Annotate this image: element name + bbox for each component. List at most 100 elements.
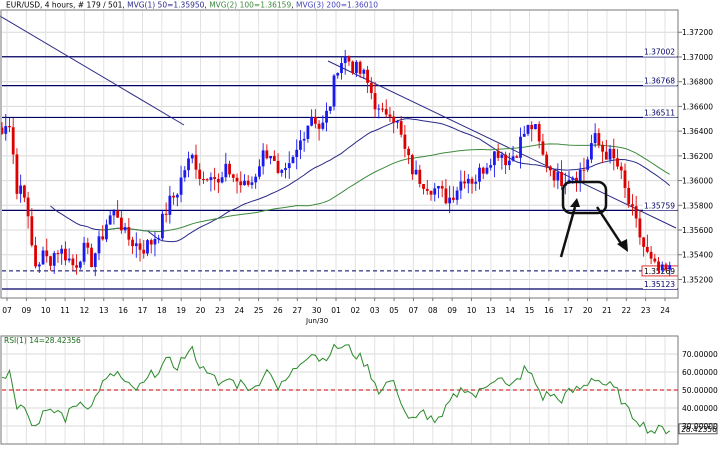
candle-body — [313, 116, 317, 124]
candle-body — [224, 163, 228, 178]
level-label: 1.37002 — [644, 48, 675, 57]
candle-body — [623, 170, 627, 188]
time-tick-label: 03 — [370, 306, 380, 315]
candle-body — [183, 170, 187, 178]
candle-body — [336, 73, 340, 76]
candle-body — [205, 179, 209, 181]
candle-body — [466, 178, 470, 184]
time-tick-label: 12 — [80, 306, 90, 315]
candle-body — [369, 82, 373, 94]
candle-body — [489, 165, 493, 168]
candle-body — [179, 177, 183, 195]
trendline-descending[interactable] — [327, 60, 677, 229]
candle-body — [347, 56, 351, 62]
candle-body — [146, 240, 149, 254]
candle-body — [15, 154, 19, 194]
candle-body — [190, 154, 194, 159]
candle-body — [653, 258, 657, 262]
rsi-current-box — [678, 423, 718, 435]
time-tick-label: 24 — [234, 306, 244, 315]
candle-body — [381, 108, 384, 110]
candle-body — [504, 154, 508, 166]
candle-body — [586, 159, 590, 170]
time-tick-label: 17 — [563, 306, 573, 315]
candle-body — [444, 188, 448, 204]
candle-body — [280, 170, 284, 173]
candle-body — [418, 169, 422, 184]
candle-body — [257, 166, 261, 177]
annotations — [559, 180, 628, 258]
candle-body — [56, 253, 60, 255]
mvg2-label: MVG(2) 100=1.36159 — [209, 1, 291, 10]
candle-body — [414, 169, 418, 175]
candle-body — [608, 148, 612, 160]
candle-body — [49, 256, 52, 266]
candle-body — [261, 150, 265, 167]
annotation-arrow-up-head — [570, 198, 580, 207]
annotation-arrow-down-head — [617, 239, 628, 252]
annotation-arrow-down[interactable] — [595, 206, 624, 246]
mvg1-label: MVG(1) 50=1.35950 — [127, 1, 204, 10]
level-label-bg — [643, 76, 677, 86]
candle-body — [668, 265, 672, 270]
rsi-line[interactable] — [1, 343, 671, 435]
time-tick-label: 01 — [331, 306, 341, 315]
candle-body — [575, 177, 578, 183]
rsi-title: RSI(1) 14=28.42356 — [4, 336, 81, 345]
candle-body — [254, 176, 258, 183]
candle-body — [425, 188, 429, 191]
mvg1-line[interactable] — [50, 118, 671, 243]
candle-body — [332, 75, 336, 107]
level-label: 1.35123 — [644, 280, 675, 289]
candle-body — [272, 155, 276, 161]
candle-body — [403, 134, 407, 149]
time-tick-label: 17 — [138, 306, 148, 315]
time-tick-label: 30 — [312, 306, 322, 315]
level-label-bg — [643, 201, 677, 211]
time-tick-label: 18 — [157, 306, 167, 315]
candle-body — [4, 126, 8, 134]
candle-body — [90, 247, 93, 268]
time-tick-label: 19 — [176, 306, 186, 315]
level-label-bg — [643, 47, 677, 57]
candle-body — [422, 183, 425, 189]
trendline-diagonal[interactable] — [0, 15, 185, 126]
candle-body — [41, 250, 45, 265]
candle-body — [269, 155, 272, 159]
candle-body — [541, 141, 545, 155]
annotation-arrow-up[interactable] — [559, 206, 577, 258]
time-tick-label: 24 — [660, 306, 670, 315]
candle-body — [351, 61, 355, 74]
candle-body — [634, 206, 638, 219]
candle-body — [660, 264, 664, 271]
candle-body — [407, 148, 411, 156]
candle-body — [392, 116, 396, 123]
candle-body — [276, 160, 280, 173]
candle-body — [153, 239, 157, 245]
time-tick-label: 08 — [428, 306, 438, 315]
candle-body — [291, 157, 295, 164]
candle-body — [213, 177, 217, 179]
candle-body — [522, 133, 526, 137]
mvg2-line[interactable] — [98, 143, 670, 233]
time-tick-label: 07 — [2, 306, 12, 315]
time-tick-label: 15 — [525, 306, 535, 315]
candle-body — [78, 261, 82, 268]
time-tick-label: 23 — [215, 306, 225, 315]
candle-body — [377, 108, 381, 110]
candle-body — [388, 114, 392, 117]
annotation-rounded-box[interactable] — [561, 180, 608, 215]
candle-body — [451, 197, 455, 200]
time-tick-label: 10 — [41, 306, 51, 315]
rsi-current-label: 28.42356 — [681, 425, 717, 434]
candle-body — [105, 224, 108, 240]
current-price-label: 1.35269 — [644, 267, 675, 276]
candle-body — [131, 239, 134, 247]
time-tick-label: 16 — [544, 306, 554, 315]
candle-body — [619, 166, 623, 171]
candle-body — [75, 265, 79, 268]
candle-body — [138, 243, 142, 250]
candle-body — [552, 170, 556, 181]
candle-body — [71, 258, 75, 266]
